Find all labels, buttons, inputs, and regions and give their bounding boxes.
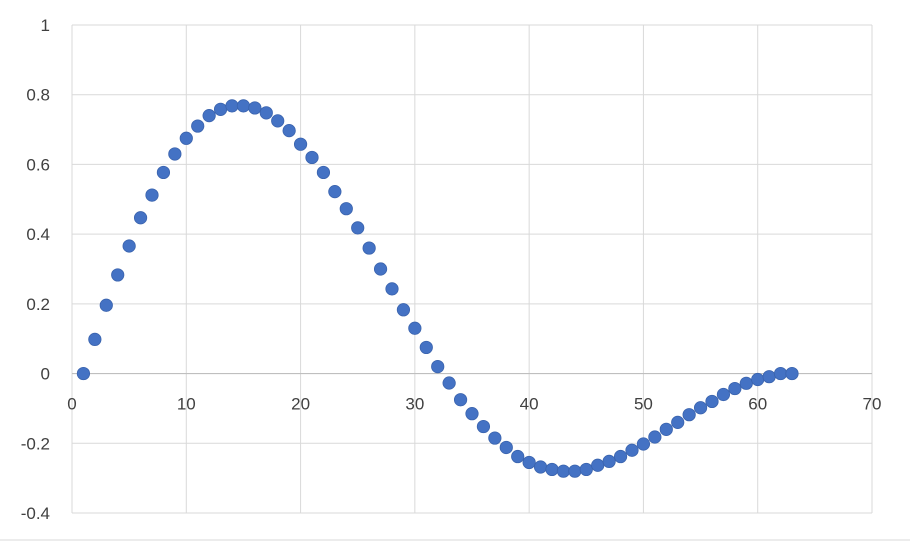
data-point xyxy=(202,109,216,123)
data-point xyxy=(271,114,285,128)
data-point xyxy=(328,185,342,199)
data-point xyxy=(351,221,365,235)
data-point xyxy=(396,303,411,317)
data-point xyxy=(122,239,136,253)
y-tick-label: 0.6 xyxy=(26,155,50,174)
data-point xyxy=(545,462,559,477)
data-point xyxy=(305,150,319,165)
data-point xyxy=(762,370,776,384)
data-point xyxy=(373,262,388,276)
data-point xyxy=(568,464,582,478)
data-point xyxy=(648,430,662,444)
data-point xyxy=(499,440,513,455)
data-point xyxy=(293,137,308,151)
y-tick-label: 0.8 xyxy=(26,86,50,105)
data-point xyxy=(236,99,251,113)
data-point xyxy=(625,443,639,457)
y-tick-label: -0.2 xyxy=(21,434,50,453)
x-tick-label: 20 xyxy=(291,395,310,414)
data-point xyxy=(602,454,616,469)
data-point xyxy=(248,101,262,115)
data-point xyxy=(76,366,91,381)
data-point xyxy=(716,387,731,402)
x-tick-label: 30 xyxy=(405,395,424,414)
data-point xyxy=(225,99,239,113)
data-point xyxy=(693,401,708,415)
data-point xyxy=(145,188,159,202)
data-point xyxy=(259,106,273,120)
data-point xyxy=(682,408,696,422)
y-tick-label: 1 xyxy=(41,16,50,35)
data-point xyxy=(179,131,193,145)
data-point xyxy=(385,282,399,296)
data-point xyxy=(88,332,102,347)
tick-labels: 1 0.8 0.6 0.4 0.2 0 -0.2 -0.4 0 10 20 30 40 50 60 70 xyxy=(21,16,882,523)
data-point xyxy=(785,366,799,381)
data-point xyxy=(453,393,468,407)
data-point xyxy=(705,394,719,409)
x-tick-label: 40 xyxy=(520,395,539,414)
data-point xyxy=(773,366,788,381)
data-point xyxy=(133,211,148,225)
y-tick-label: -0.4 xyxy=(21,504,50,523)
data-point xyxy=(99,298,113,312)
data-point xyxy=(522,455,536,470)
x-tick-label: 0 xyxy=(67,395,76,414)
data-point xyxy=(191,119,205,133)
data-point xyxy=(316,165,331,180)
data-point xyxy=(751,372,765,387)
data-point xyxy=(728,381,742,396)
data-point xyxy=(579,462,593,477)
data-point xyxy=(533,460,548,474)
x-tick-label: 70 xyxy=(863,395,882,414)
data-point xyxy=(156,165,171,180)
data-point xyxy=(556,464,571,478)
data-point xyxy=(591,458,605,472)
data-point xyxy=(213,102,228,116)
data-point xyxy=(488,431,502,445)
data-point xyxy=(111,268,125,282)
data-point xyxy=(636,437,651,451)
x-tick-label: 60 xyxy=(748,395,767,414)
data-points xyxy=(76,99,799,478)
data-point xyxy=(419,340,433,355)
x-tick-label: 10 xyxy=(177,395,196,414)
data-point xyxy=(671,415,685,429)
data-point xyxy=(476,419,491,434)
data-point xyxy=(282,124,296,138)
data-point xyxy=(442,376,456,390)
data-point xyxy=(465,407,479,421)
data-point xyxy=(339,202,353,216)
gridlines xyxy=(71,24,873,514)
data-point xyxy=(613,449,628,464)
y-tick-label: 0.2 xyxy=(26,295,50,314)
data-point xyxy=(168,147,182,161)
data-point xyxy=(408,321,422,335)
data-point xyxy=(739,376,753,390)
data-point xyxy=(362,241,376,255)
y-tick-label: 0.4 xyxy=(26,225,50,244)
data-point xyxy=(431,359,445,374)
data-point xyxy=(659,422,673,436)
data-point xyxy=(511,449,525,464)
y-tick-label: 0 xyxy=(41,365,50,384)
x-tick-label: 50 xyxy=(634,395,653,414)
